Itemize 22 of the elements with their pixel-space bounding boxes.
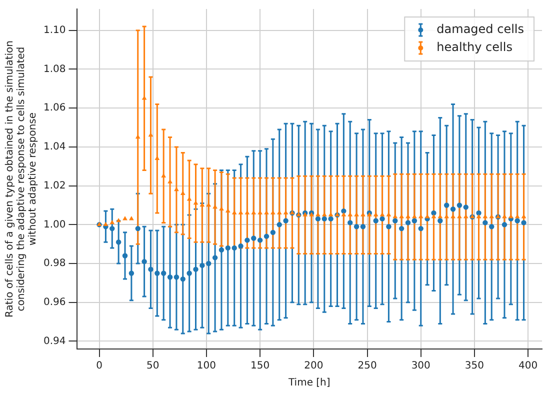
y-tick-label: 1.08 [44, 64, 66, 75]
y-tick-label: 1.00 [44, 219, 66, 230]
legend-label: healthy cells [436, 40, 512, 54]
y-tick-label: 0.96 [44, 296, 66, 308]
x-tick-label: 150 [250, 360, 270, 372]
legend-label: damaged cells [436, 22, 524, 36]
x-axis-title: Time [h] [287, 378, 330, 389]
x-tick-label: 50 [146, 360, 160, 372]
x-tick-label: 250 [358, 360, 377, 372]
x-tick-label: 300 [411, 360, 430, 372]
x-tick-label: 100 [196, 360, 216, 372]
x-tick-label: 400 [518, 360, 538, 372]
y-axis-title: Ratio of cells of a given type obtained in the simulation considering the adaptive response to cells simulated without adaptive response [4, 40, 38, 318]
y-tick-label: 1.10 [44, 24, 66, 36]
y-tick-label: 1.04 [44, 142, 66, 153]
x-tick-label: 350 [464, 360, 484, 372]
y-tick-label: 0.98 [44, 258, 66, 270]
x-tick-label: 0 [96, 360, 102, 372]
y-tick-label: 1.06 [44, 102, 66, 114]
y-tick-label: 1.02 [44, 180, 66, 192]
x-tick-label: 200 [304, 360, 324, 372]
y-tick-label: 0.94 [44, 336, 66, 347]
